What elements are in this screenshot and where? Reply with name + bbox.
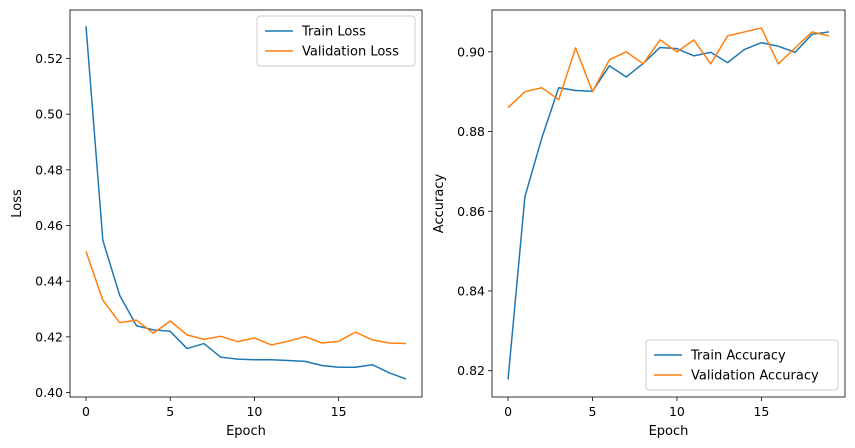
- x-tick-label: 10: [246, 404, 262, 419]
- y-tick-label: 0.84: [457, 283, 485, 298]
- plot-frame: [69, 9, 423, 398]
- legend-box: [645, 339, 839, 391]
- x-tick-label: 5: [589, 404, 597, 419]
- y-tick-label: 0.88: [457, 124, 485, 139]
- x-tick-label: 0: [504, 404, 512, 419]
- y-tick-label: 0.44: [35, 274, 63, 289]
- series-line-1: [85, 26, 407, 380]
- legend: Train Accuracy Validation Accuracy: [645, 339, 839, 391]
- y-tick-label: 0.48: [35, 162, 63, 177]
- plot-frame: [491, 9, 846, 398]
- legend-label-1: Train Accuracy: [690, 349, 786, 364]
- series-line-1: [507, 31, 830, 380]
- series-line-2: [507, 27, 830, 109]
- x-tick-label: 5: [166, 404, 174, 419]
- y-tick-label: 0.46: [35, 218, 63, 233]
- x-axis-label: Epoch: [649, 424, 689, 439]
- legend-label-2: Validation Loss: [302, 45, 399, 60]
- legend-box: [256, 15, 416, 67]
- y-axis-label: Loss: [10, 189, 25, 218]
- x-tick-label: 0: [82, 404, 90, 419]
- y-tick-label: 0.40: [35, 385, 63, 400]
- legend-label-2: Validation Accuracy: [691, 369, 819, 384]
- y-tick-label: 0.90: [457, 44, 485, 59]
- legend: Train Loss Validation Loss: [256, 15, 416, 67]
- x-tick-label: 15: [753, 404, 769, 419]
- x-tick-label: 15: [331, 404, 347, 419]
- y-axis-label: Accuracy: [432, 174, 447, 234]
- legend-label-1: Train Loss: [301, 25, 366, 40]
- y-tick-label: 0.82: [457, 363, 485, 378]
- subplot-1: 0 5 10 15 0.40 0.42 0.44 0.46 0.48 0.50 0.52 Epoch L…: [10, 9, 423, 439]
- y-tick-label: 0.86: [457, 204, 485, 219]
- subplot-2: 0 5 10 15 0.82 0.84 0.86 0.88 0.90 Epoch Accuracy T…: [432, 9, 846, 439]
- y-tick-label: 0.52: [35, 51, 63, 66]
- x-tick-label: 10: [669, 404, 685, 419]
- y-tick-label: 0.42: [35, 329, 63, 344]
- x-axis-label: Epoch: [226, 424, 266, 439]
- y-tick-label: 0.50: [35, 107, 63, 122]
- series-line-2: [85, 251, 407, 346]
